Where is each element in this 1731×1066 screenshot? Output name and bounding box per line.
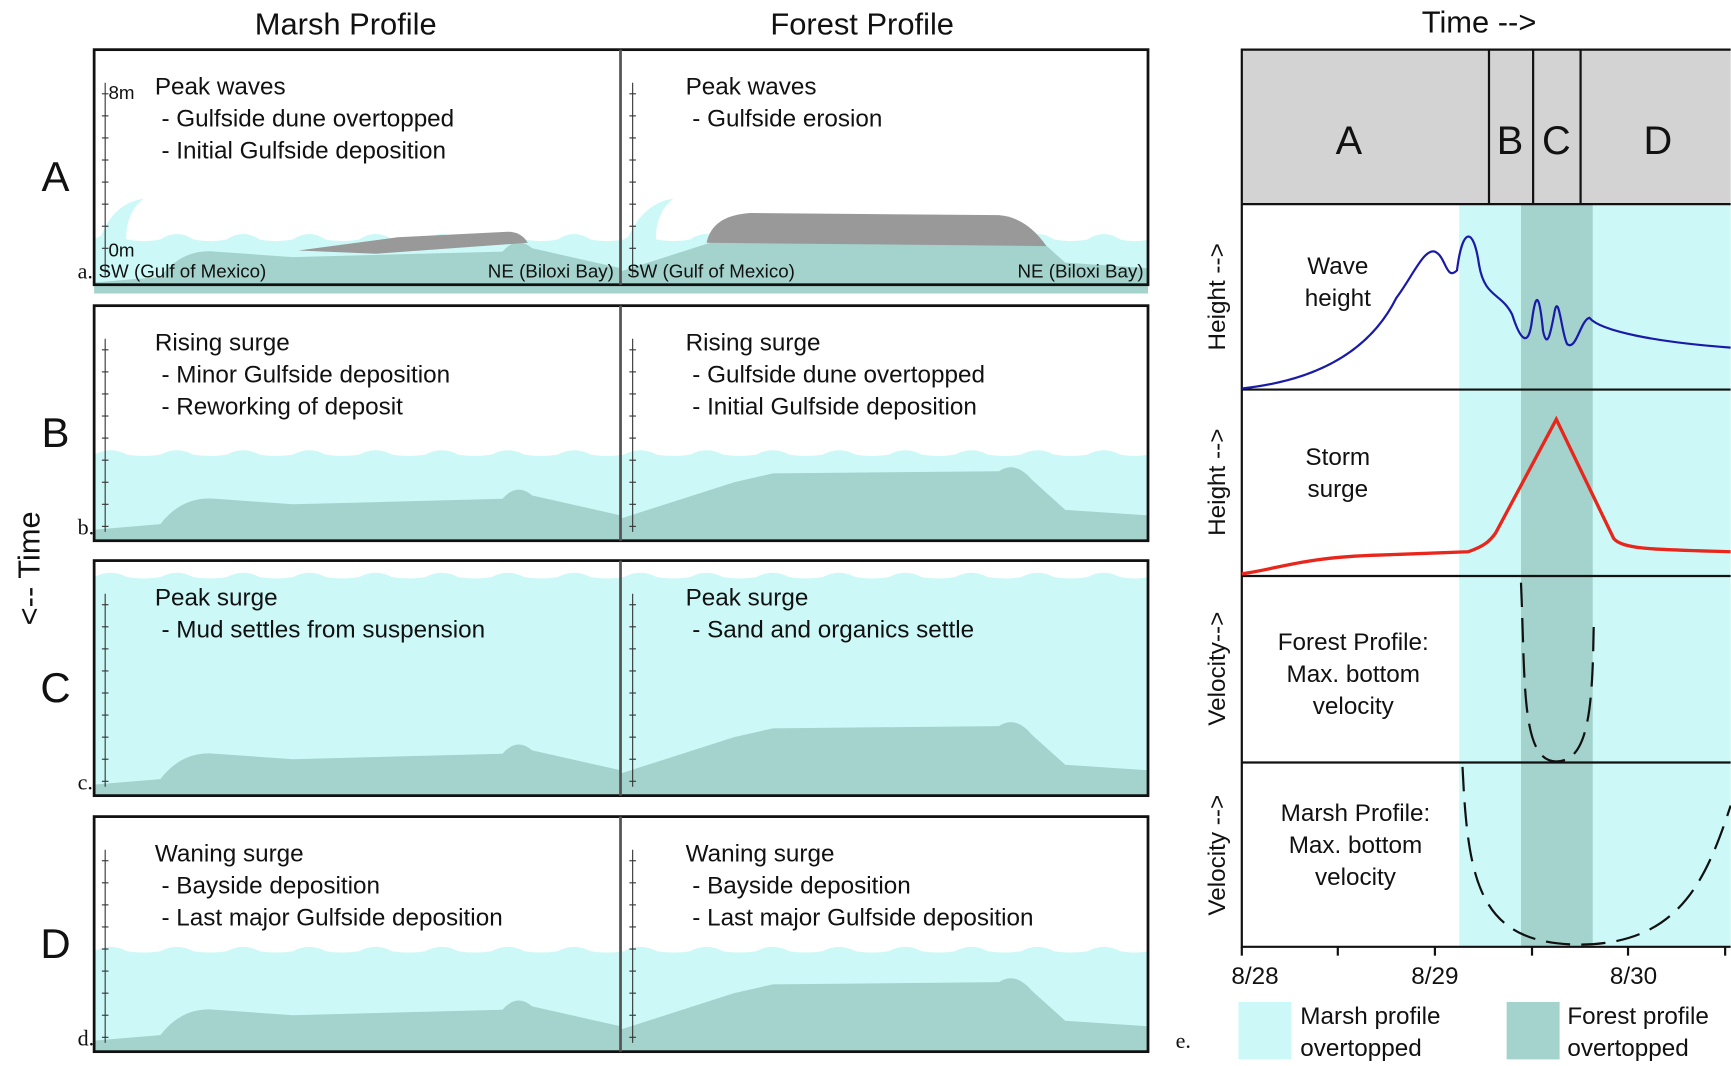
stage-note: - Sand and organics settle: [692, 617, 974, 644]
figure: Marsh Profile Forest Profile <-- Time Aa. Pe…: [0, 0, 1731, 1066]
location-label: NE (Biloxi Bay): [1018, 261, 1144, 282]
panel-text: Forest Profile:: [1278, 629, 1429, 656]
stage-note: - Reworking of deposit: [161, 394, 403, 421]
axis-label: Velocity-->: [1204, 612, 1231, 726]
row-label: D: [40, 920, 70, 967]
date-label: 8/30: [1610, 963, 1657, 990]
stage-title: Waning surge: [155, 841, 304, 868]
panel-label: d.: [78, 1026, 95, 1051]
location-label: SW (Gulf of Mexico): [627, 261, 795, 282]
profile-row: Bb. Rising surge - Minor Gulfside depositi…: [42, 306, 1148, 541]
stage-title: Waning surge: [686, 841, 835, 868]
panel-label: c.: [78, 770, 93, 795]
column-header: Marsh Profile: [255, 7, 437, 42]
legend-swatch: [1507, 1002, 1560, 1059]
panel-text: Max. bottom: [1286, 661, 1420, 688]
stage-title: Peak waves: [686, 74, 817, 101]
panel-label: e.: [1176, 1028, 1191, 1053]
row-label: C: [40, 664, 70, 711]
forest-dune: [707, 213, 1047, 246]
profile-row: Aa. Peak waves - Gulfside dune overtopped -…: [42, 50, 1148, 294]
legend-label: overtopped: [1300, 1035, 1421, 1062]
axis-label: Height -->: [1204, 243, 1231, 350]
panel-text: velocity: [1315, 864, 1397, 891]
axis-label: Velocity -->: [1204, 795, 1231, 916]
stage-note: - Gulfside dune overtopped: [692, 362, 985, 389]
location-label: NE (Biloxi Bay): [488, 261, 614, 282]
stage-note: - Last major Gulfside deposition: [692, 905, 1033, 932]
row-label: A: [42, 153, 70, 200]
panel-text: Storm: [1305, 444, 1370, 471]
row-label: B: [42, 409, 70, 456]
stage-title: Rising surge: [155, 330, 290, 357]
time-axis-label: <-- Time: [11, 511, 46, 625]
stage-note: - Initial Gulfside deposition: [692, 394, 977, 421]
profile-row: Cc. Peak surge - Mud settles from suspensi…: [40, 561, 1148, 796]
location-label: SW (Gulf of Mexico): [99, 261, 267, 282]
panel-label: a.: [78, 259, 93, 284]
stage-note: - Gulfside dune overtopped: [161, 106, 454, 133]
timeline-title: Time -->: [1422, 4, 1537, 39]
scale-label: 0m: [108, 240, 134, 261]
date-label: 8/28: [1231, 963, 1278, 990]
stage-title: Peak surge: [686, 585, 809, 612]
legend-swatch: [1238, 1002, 1291, 1059]
stage-note: - Last major Gulfside deposition: [161, 905, 502, 932]
stage-note: - Minor Gulfside deposition: [161, 362, 450, 389]
panel-text: Wave: [1307, 253, 1368, 280]
axis-label: Height -->: [1204, 429, 1231, 536]
scale-label: 8m: [108, 82, 134, 103]
column-header: Forest Profile: [770, 7, 954, 42]
legend-label: Forest profile: [1567, 1003, 1709, 1030]
panel-text: velocity: [1313, 693, 1395, 720]
panel-text: surge: [1307, 476, 1368, 503]
panel-text: height: [1305, 285, 1371, 312]
legend-label: Marsh profile: [1300, 1003, 1440, 1030]
stage-note: - Initial Gulfside deposition: [161, 138, 446, 165]
phase-label: C: [1542, 119, 1571, 163]
phase-label: D: [1643, 119, 1672, 163]
stage-title: Peak waves: [155, 74, 286, 101]
stage-note: - Bayside deposition: [161, 873, 380, 900]
stage-title: Peak surge: [155, 585, 278, 612]
profile-row: Dd. Waning surge - Bayside deposition - Las…: [40, 817, 1148, 1052]
stage-title: Rising surge: [686, 330, 821, 357]
date-label: 8/29: [1411, 963, 1458, 990]
stage-note: - Gulfside erosion: [692, 106, 882, 133]
stage-note: - Bayside deposition: [692, 873, 911, 900]
panel-label: b.: [78, 515, 95, 540]
phase-label: A: [1336, 119, 1363, 163]
stage-note: - Mud settles from suspension: [161, 617, 485, 644]
phase-label: B: [1497, 119, 1524, 163]
panel-text: Marsh Profile:: [1281, 800, 1431, 827]
legend-label: overtopped: [1567, 1035, 1688, 1062]
panel-text: Max. bottom: [1289, 832, 1423, 859]
